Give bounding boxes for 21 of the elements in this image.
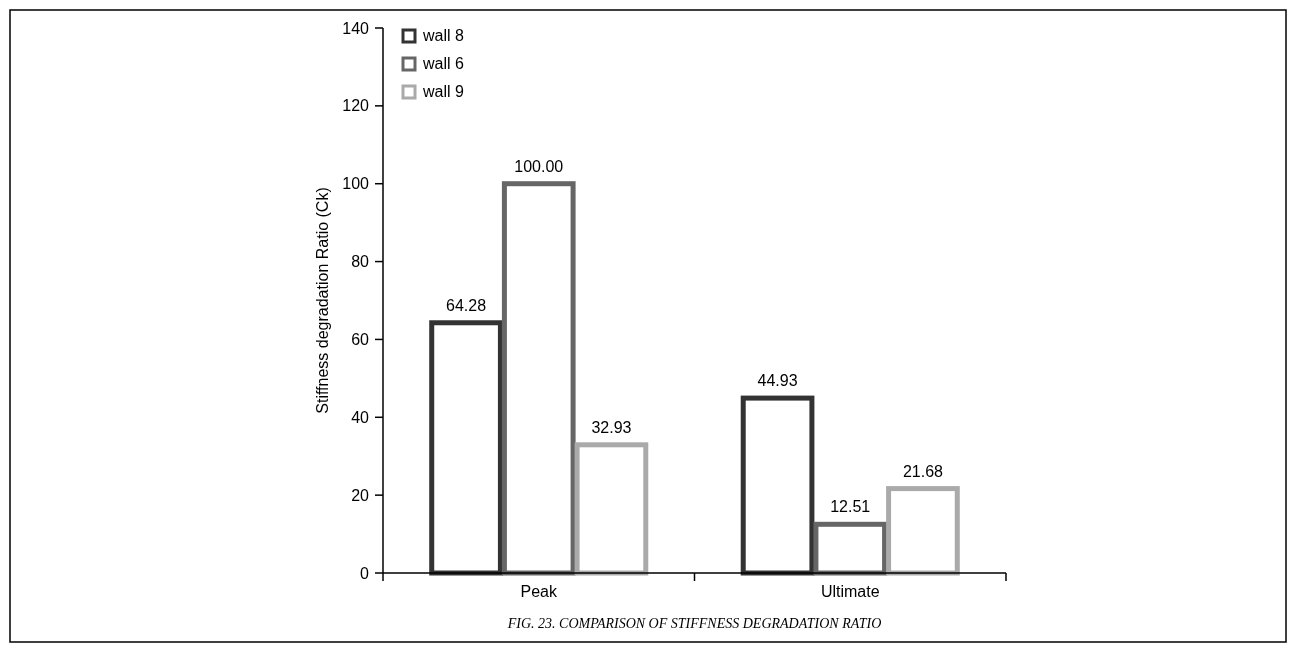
legend-label: wall 9 bbox=[422, 83, 465, 100]
caption: FIG. 23. COMPARISON OF STIFFNESS DEGRADATION RATIO bbox=[506, 616, 882, 631]
y-tick-label: 80 bbox=[351, 253, 370, 271]
y-tick-label: 20 bbox=[351, 486, 370, 504]
y-axis-title: Stiffness degradation Ratio (Ck) bbox=[314, 187, 331, 414]
y-tick-label: 40 bbox=[351, 408, 370, 426]
y-tick-label: 0 bbox=[360, 564, 370, 582]
y-tick-label: 100 bbox=[342, 175, 370, 193]
legend-label: wall 6 bbox=[422, 55, 465, 72]
data-label: 12.51 bbox=[830, 498, 871, 516]
data-label: 100.00 bbox=[514, 157, 564, 175]
x-tick-label: Ultimate bbox=[820, 583, 880, 600]
data-label: 64.28 bbox=[446, 296, 487, 314]
data-label: 32.93 bbox=[591, 418, 632, 436]
legend-label: wall 8 bbox=[422, 27, 465, 44]
y-tick-label: 140 bbox=[342, 19, 370, 37]
x-tick-label: Peak bbox=[520, 583, 558, 600]
data-label: 44.93 bbox=[757, 372, 798, 390]
data-label: 21.68 bbox=[902, 462, 944, 480]
y-tick-label: 120 bbox=[342, 97, 370, 115]
y-tick-label: 60 bbox=[351, 331, 370, 349]
